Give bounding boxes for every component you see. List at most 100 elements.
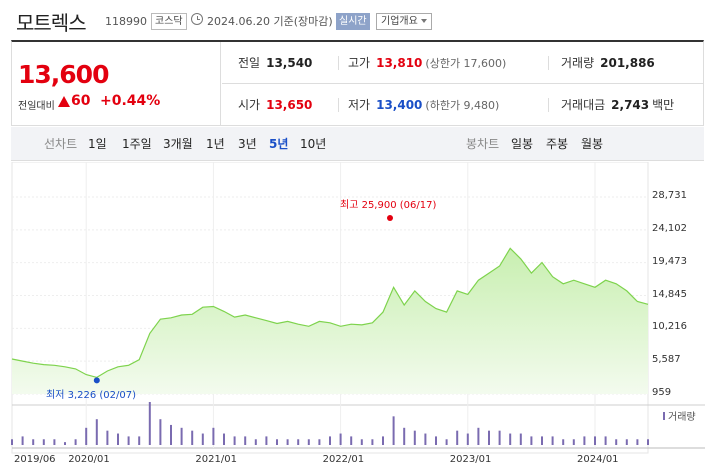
volume-bar	[519, 433, 522, 445]
tab-3y[interactable]: 3년	[238, 137, 257, 151]
y-tick-label: 28,731	[652, 190, 687, 201]
divider	[338, 56, 339, 70]
volume-bar	[339, 433, 342, 445]
open-price: 시가 13,650	[238, 84, 312, 126]
volume-bar	[403, 427, 406, 445]
y-tick-label: 19,473	[652, 255, 687, 267]
clock-icon	[191, 13, 203, 25]
volume-bar	[477, 427, 480, 445]
volume-bar	[170, 424, 172, 445]
market-badge: 코스닥	[151, 13, 187, 30]
price-chart[interactable]: 28,731 24,102 19,473 14,845 10,216 5,587 959 2…	[0, 162, 705, 475]
volume-bar	[615, 439, 618, 445]
volume-bar	[647, 439, 649, 445]
volume-bar	[498, 430, 501, 445]
volume-bar	[636, 439, 639, 445]
amount-value: 2,743	[611, 98, 650, 112]
high-price: 고가 13,810 (상한가 17,600)	[348, 42, 506, 84]
divider	[548, 56, 549, 70]
volume-bar	[223, 433, 225, 445]
volume-bar	[85, 427, 88, 445]
y-tick-label: 14,845	[652, 288, 687, 300]
line-chart-label: 선차트	[44, 137, 78, 151]
low-annotation: 최저 3,226 (02/07)	[46, 390, 137, 401]
current-price-panel: 13,600 전일대비 60 +0.44%	[12, 42, 221, 126]
tab-1w[interactable]: 1주일	[122, 137, 152, 151]
y-tick-label: 10,216	[652, 321, 687, 333]
price-chart-svg	[11, 162, 705, 454]
volume-label: 거래량	[561, 56, 595, 70]
price-line	[11, 247, 649, 379]
realtime-button[interactable]: 실시간	[336, 13, 370, 30]
up-triangle-icon	[58, 96, 70, 107]
tab-1y[interactable]: 1년	[206, 137, 225, 151]
volume-bar	[371, 439, 374, 445]
volume-bar	[233, 436, 236, 445]
upper-limit: (상한가 17,600)	[425, 57, 507, 70]
volume-bar	[32, 439, 35, 445]
tab-1d[interactable]: 1일	[88, 137, 107, 151]
caret-down-icon	[420, 19, 427, 23]
volume-bar	[583, 436, 586, 445]
volume-bar	[138, 436, 141, 445]
volume-bar	[74, 439, 77, 445]
y-tick-label: 24,102	[652, 222, 687, 234]
volume-bar	[117, 433, 119, 445]
volume-bar	[466, 433, 469, 445]
volume-bar	[148, 402, 151, 445]
x-tick-label: 2023/01	[449, 454, 492, 465]
volume-bar	[594, 436, 596, 445]
x-tick-label: 2022/01	[322, 454, 365, 465]
volume-bar	[318, 439, 321, 445]
x-tick-label: 2024/01	[577, 454, 619, 465]
tab-monthly[interactable]: 월봉	[581, 137, 604, 151]
volume-bar	[572, 439, 575, 445]
company-info-dropdown[interactable]: 기업개요	[376, 13, 432, 30]
tab-daily[interactable]: 일봉	[511, 137, 534, 151]
volume-bar	[392, 416, 395, 445]
candle-chart-label: 봉차트	[466, 137, 500, 151]
high-annotation: 최고 25,900 (06/17)	[340, 200, 437, 211]
open-value: 13,650	[266, 98, 313, 112]
stock-code: 118990	[105, 15, 147, 28]
volume-bar	[350, 436, 353, 445]
open-label: 시가	[238, 98, 261, 112]
volume-bar	[360, 439, 363, 445]
tab-weekly[interactable]: 주봉	[546, 137, 569, 151]
volume-bar	[456, 430, 459, 445]
volume-bar	[106, 430, 109, 445]
stock-name: 모트렉스	[16, 11, 87, 35]
volume-bar	[276, 439, 278, 445]
change-rate: +0.44%	[100, 93, 161, 109]
volume-label: 거래량	[663, 408, 696, 423]
prev-close-label: 전일	[238, 56, 261, 70]
volume-bar	[191, 430, 194, 445]
tab-10y[interactable]: 10년	[300, 137, 327, 151]
price-row-2: 시가 13,650 저가 13,400 (하한가 9,480) 거래대금 2,743 백만	[222, 84, 704, 126]
tab-5y[interactable]: 5년	[269, 137, 289, 151]
volume-bar	[307, 439, 310, 445]
chart-period-tabs: 선차트 1일 1주일 3개월 1년 3년 5년 10년 봉차트 일봉 주봉 월봉	[11, 127, 704, 161]
price-area	[12, 248, 648, 394]
volume-bar	[53, 439, 56, 445]
volume-bar	[541, 436, 543, 445]
low-price: 저가 13,400 (하한가 9,480)	[348, 84, 499, 126]
x-tick-label: 2021/01	[195, 454, 237, 465]
volume-bar	[625, 439, 628, 445]
volume-bar	[212, 427, 215, 445]
volume-bar	[413, 430, 416, 445]
company-info-label: 기업개요	[381, 16, 418, 27]
base-date: 2024.06.20 기준(장마감)	[207, 15, 333, 28]
high-value: 13,810	[376, 56, 423, 70]
tab-3m[interactable]: 3개월	[163, 137, 193, 151]
prev-close-value: 13,540	[266, 56, 313, 70]
volume-bar	[604, 436, 607, 445]
high-label: 고가	[348, 56, 371, 70]
volume-bar	[424, 433, 427, 445]
low-label: 저가	[348, 98, 371, 112]
volume-bar	[329, 436, 331, 445]
volume-bar	[127, 436, 130, 445]
volume-bar	[11, 439, 13, 445]
volume-bar	[530, 436, 533, 445]
y-tick-label: 959	[652, 387, 672, 398]
